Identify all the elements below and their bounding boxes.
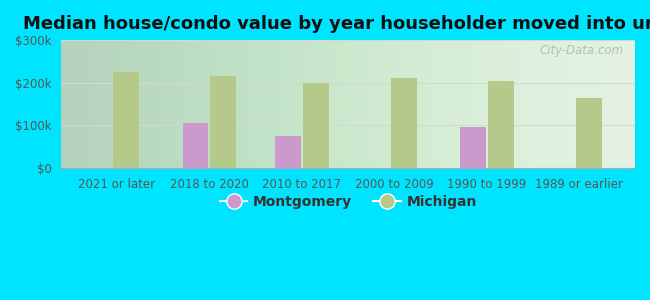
Bar [211, 76, 236, 168]
Bar [391, 79, 417, 168]
Bar [576, 98, 602, 168]
Bar [113, 72, 139, 168]
Bar [488, 81, 514, 168]
Bar [275, 136, 301, 168]
Text: City-Data.com: City-Data.com [540, 44, 623, 57]
Title: Median house/condo value by year householder moved into unit: Median house/condo value by year househo… [23, 15, 650, 33]
Bar [303, 83, 329, 168]
Bar [460, 128, 486, 168]
Legend: Montgomery, Michigan: Montgomery, Michigan [214, 190, 482, 215]
Bar [183, 123, 209, 168]
